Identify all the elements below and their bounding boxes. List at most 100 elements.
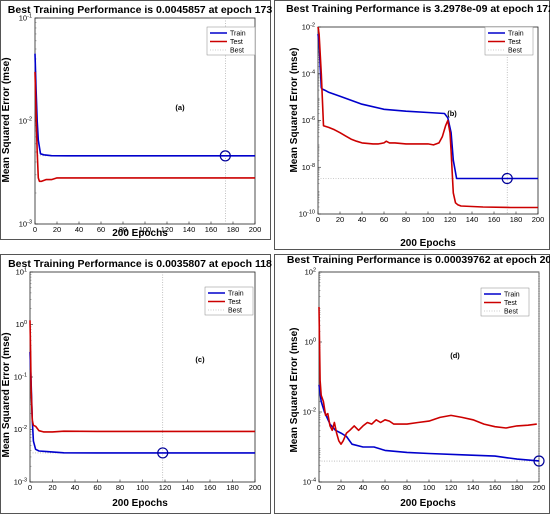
chart-title: Best Training Performance is 0.00039762 … bbox=[287, 254, 550, 266]
panel-label: (c) bbox=[195, 355, 205, 364]
x-tick-label: 0 bbox=[33, 225, 37, 234]
x-tick-label: 40 bbox=[75, 225, 83, 234]
series-line-test bbox=[318, 306, 537, 446]
plot-area bbox=[317, 26, 539, 215]
chart-title: Best Training Performance is 0.0035807 a… bbox=[8, 258, 272, 270]
chart-c: 0 20 40 60 80 100 120 140 160 180 200 10-3 10-2 10-1 1… bbox=[1, 258, 272, 509]
legend-label: Train bbox=[504, 291, 520, 298]
x-tick-label: 80 bbox=[119, 225, 127, 234]
legend-label: Test bbox=[504, 300, 517, 307]
series-line-test bbox=[317, 26, 538, 209]
y-tick-label: 10-3 bbox=[14, 478, 27, 487]
x-tick-label: 80 bbox=[403, 483, 411, 492]
x-tick-label: 20 bbox=[48, 483, 56, 492]
best-marker bbox=[533, 455, 545, 467]
x-tick-label: 60 bbox=[381, 483, 389, 492]
y-tick-label: 100 bbox=[16, 320, 27, 329]
panel-label: (a) bbox=[175, 103, 185, 112]
legend-label: Best bbox=[230, 47, 244, 54]
chart-title: Best Training Performance is 0.0045857 a… bbox=[8, 4, 273, 16]
y-tick-label: 100 bbox=[305, 338, 316, 347]
x-tick-label: 100 bbox=[422, 215, 435, 224]
x-tick-label: 40 bbox=[358, 215, 366, 224]
legend-label: Train bbox=[230, 30, 246, 37]
x-tick-label: 160 bbox=[204, 483, 217, 492]
x-tick-label: 200 bbox=[533, 483, 546, 492]
legend-label: Best bbox=[504, 308, 518, 315]
x-tick-label: 0 bbox=[28, 483, 32, 492]
y-tick-label: 10-2 bbox=[302, 23, 315, 32]
x-tick-label: 20 bbox=[53, 225, 61, 234]
y-tick-label: 10-2 bbox=[303, 408, 316, 417]
x-tick-label: 100 bbox=[136, 483, 149, 492]
x-axis-label: 200 Epochs bbox=[400, 498, 456, 509]
panel-label: (d) bbox=[450, 351, 460, 360]
series-line-train bbox=[34, 53, 255, 157]
chart-title: Best Training Performance is 3.2978e-09 … bbox=[286, 3, 550, 15]
y-tick-label: 10-2 bbox=[14, 425, 27, 434]
y-tick-label: 10-1 bbox=[14, 373, 27, 382]
best-marker bbox=[501, 172, 513, 185]
y-tick-label: 101 bbox=[16, 268, 27, 277]
x-axis-label: 200 Epochs bbox=[112, 498, 168, 509]
best-marker bbox=[157, 447, 169, 459]
series-line-test bbox=[29, 320, 255, 433]
x-tick-label: 160 bbox=[488, 215, 501, 224]
legend-label: Train bbox=[508, 30, 524, 37]
x-tick-label: 40 bbox=[359, 483, 367, 492]
y-tick-label: 102 bbox=[305, 268, 316, 277]
legend-label: Train bbox=[228, 290, 244, 297]
x-tick-label: 180 bbox=[226, 483, 239, 492]
panel-frame-a bbox=[0, 0, 271, 240]
legend-label: Best bbox=[228, 307, 242, 314]
x-tick-label: 140 bbox=[183, 225, 196, 234]
panel-label: (b) bbox=[447, 109, 457, 118]
x-tick-label: 200 bbox=[249, 225, 262, 234]
y-tick-label: 10-6 bbox=[302, 116, 315, 125]
x-tick-label: 100 bbox=[139, 225, 152, 234]
x-tick-label: 120 bbox=[445, 483, 458, 492]
y-axis-label: Mean Squared Error (mse) bbox=[1, 57, 12, 182]
x-tick-label: 140 bbox=[467, 483, 480, 492]
x-tick-label: 180 bbox=[510, 215, 523, 224]
series-line-test bbox=[34, 71, 255, 183]
x-tick-label: 200 bbox=[249, 483, 262, 492]
legend-label: Test bbox=[508, 39, 521, 46]
legend-label: Test bbox=[230, 39, 243, 46]
x-tick-label: 80 bbox=[402, 215, 410, 224]
chart-a: 0 20 40 60 80 100 120 140 160 180 200 10-3 10-2 10-1 T… bbox=[1, 4, 272, 239]
x-tick-label: 120 bbox=[444, 215, 457, 224]
y-tick-label: 10-8 bbox=[302, 163, 315, 172]
x-tick-label: 40 bbox=[71, 483, 79, 492]
y-tick-label: 10-2 bbox=[19, 117, 32, 126]
y-tick-label: 10-4 bbox=[302, 69, 315, 78]
x-tick-label: 20 bbox=[337, 483, 345, 492]
y-tick-label: 10-4 bbox=[303, 478, 316, 487]
y-axis-label: Mean Squared Error (mse) bbox=[289, 327, 300, 452]
x-axis-label: 200 Epochs bbox=[112, 228, 168, 239]
x-tick-label: 60 bbox=[97, 225, 105, 234]
best-marker bbox=[219, 150, 231, 162]
x-tick-label: 100 bbox=[423, 483, 436, 492]
legend-label: Test bbox=[228, 299, 241, 306]
x-tick-label: 160 bbox=[205, 225, 218, 234]
x-tick-label: 0 bbox=[317, 483, 321, 492]
y-axis-label: Mean Squared Error (mse) bbox=[289, 47, 300, 172]
y-tick-label: 10-10 bbox=[299, 210, 315, 219]
y-tick-label: 10-3 bbox=[19, 220, 32, 229]
x-tick-label: 20 bbox=[336, 215, 344, 224]
x-tick-label: 200 bbox=[532, 215, 545, 224]
x-tick-label: 160 bbox=[489, 483, 502, 492]
y-tick-label: 10-1 bbox=[19, 14, 32, 23]
x-tick-label: 120 bbox=[161, 225, 174, 234]
chart-b: 0 20 40 60 80 100 120 140 160 180 200 10-10 10-8 10-6… bbox=[286, 3, 550, 249]
legend-label: Best bbox=[508, 47, 522, 54]
x-tick-label: 60 bbox=[93, 483, 101, 492]
x-tick-label: 120 bbox=[159, 483, 172, 492]
chart-d: 0 20 40 60 80 100 120 140 160 180 200 10-4 10-2 100 10… bbox=[287, 254, 550, 509]
x-tick-label: 60 bbox=[380, 215, 388, 224]
x-tick-label: 180 bbox=[227, 225, 240, 234]
y-axis-label: Mean Squared Error (mse) bbox=[1, 332, 12, 457]
x-tick-label: 140 bbox=[466, 215, 479, 224]
